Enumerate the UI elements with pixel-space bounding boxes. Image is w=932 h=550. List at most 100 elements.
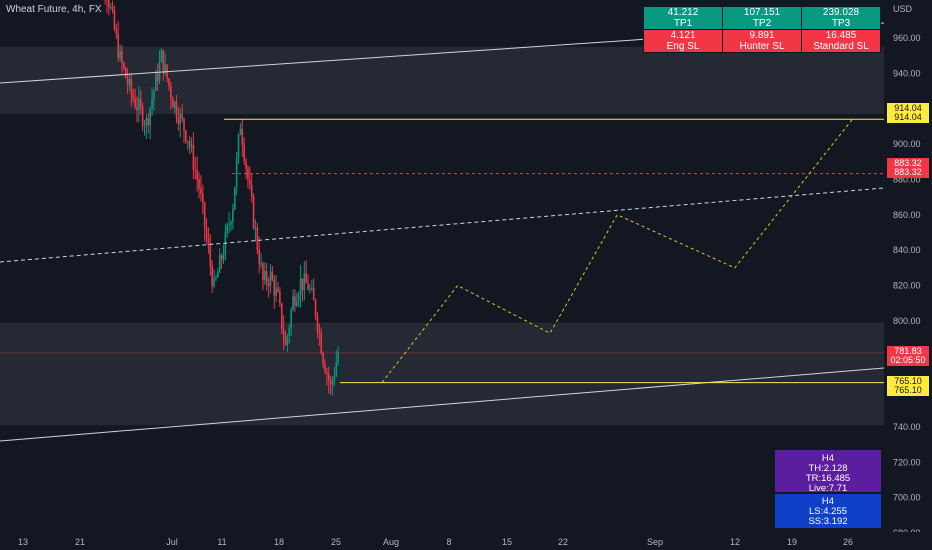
candle-body [314,300,317,316]
candle-body [318,331,321,333]
candle-body [292,296,294,311]
candle-body [247,168,249,180]
candle-body [220,255,223,260]
tr-value: TR:16.485 [805,473,851,484]
time-axis[interactable]: 13 21 Jul 11 18 25 Aug 8 15 22 Sep 12 19 26 [0,532,932,550]
sl-price-tag: 883.32 883.32 [887,158,929,178]
candle-body [282,328,285,339]
ss-value: SS:3.192 [808,516,848,527]
x-tick-label: 22 [558,537,568,547]
x-tick-label: 19 [787,537,797,547]
tp-price-tag: 914.04 914.04 [887,103,929,123]
standard-sl-cell: 16.485 Standard SL [801,29,881,53]
candle-body [273,280,276,296]
candle-body [297,295,300,302]
candle-body [250,184,253,197]
candle-body [258,249,260,265]
candle-body [190,144,193,147]
candle-body [155,73,157,91]
candle-body [141,107,144,126]
y-tick-label: 960.00 [893,33,921,43]
candle-body [175,101,178,118]
candle-body [218,255,221,273]
candle-body [160,50,163,63]
candle-body [147,117,150,126]
candle-body [209,246,212,266]
candle-body [143,125,146,127]
candle-body [113,10,116,30]
mid-channel-line [0,187,885,263]
candle-body [252,196,255,229]
h4-signal-box: H4 LS:4.255 SS:3.192 [775,494,881,528]
candle-body [331,379,334,385]
candle-body [179,113,182,125]
candle-body [284,338,287,345]
x-tick-label: Sep [647,537,663,547]
x-tick-label: 18 [274,537,284,547]
candle-body [280,303,283,329]
h4-label: H4 [821,496,835,507]
y-tick-label: 940.00 [893,68,921,78]
x-tick-label: 21 [75,537,85,547]
candle-body [232,209,234,223]
x-tick-label: 15 [502,537,512,547]
candle-body [203,202,206,228]
candle-body [301,278,304,290]
candle-body [138,98,140,111]
chart-title: Wheat Future, 4h, FX [6,4,102,15]
candle-body [108,0,110,8]
candle-body [185,130,187,142]
zone-0 [0,46,884,115]
x-tick-label: Jul [166,537,178,547]
y-tick-label: 900.00 [893,139,921,149]
candle-body [277,288,279,292]
x-tick-label: 12 [730,537,740,547]
candle-body [192,144,195,170]
candle-body [267,282,270,286]
candle-body [290,310,292,328]
h4-threshold-box: H4 TH:2.128 TR:16.485 Live:7.71 [775,450,881,494]
y-tick-label: 740.00 [893,422,921,432]
candle-body [156,73,159,82]
candle-body [168,78,170,86]
candle-body [211,265,213,287]
candle-body [228,224,230,226]
take-profit-row: 41.212 TP1 107.151 TP2 239.028 TP3 [643,6,881,30]
time-axis-bg [0,532,932,550]
candle-body [337,352,339,363]
targets-table: 41.212 TP1 107.151 TP2 239.028 TP3 4.121 Eng… [643,6,881,53]
candle-body [326,372,328,375]
candle-body [262,263,264,281]
candle-body [130,79,133,95]
lower-channel-line [0,367,885,442]
candle-body [207,238,210,247]
x-tick-label: 8 [446,537,451,547]
candle-body [312,288,315,301]
candle-body [153,90,155,100]
candle-body [309,288,311,290]
th-value: TH:2.128 [808,463,848,474]
candle-body [233,187,236,210]
candle-body [188,141,191,147]
candle-body [264,270,266,281]
y-tick-label: 880.00 [893,174,921,184]
supply-demand-zones [0,46,884,426]
candle-body [279,291,281,304]
candle-body [198,179,200,189]
candle-body [307,283,309,290]
candle-body [275,288,277,296]
candle-body [333,375,336,380]
candle-body [237,134,240,159]
candle-body [254,227,257,229]
candle-body [269,271,272,286]
candle-body [181,113,183,119]
candle-body [299,278,302,296]
candle-body [224,232,227,255]
candle-body [239,128,242,135]
candle-body [230,222,232,225]
candle-body [215,277,217,279]
candle-body [288,327,291,337]
projection-path [381,118,853,383]
candle-body [235,158,238,188]
